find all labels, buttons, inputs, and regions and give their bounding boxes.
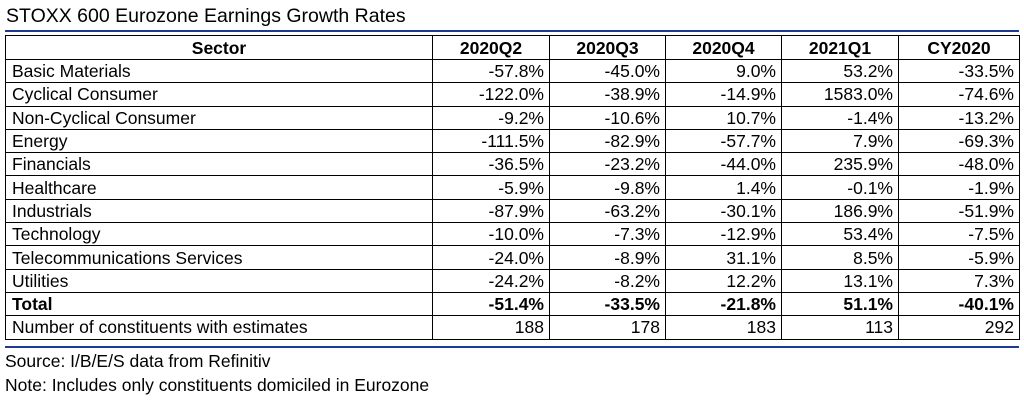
value-cell: 8.5%	[781, 245, 899, 270]
value-cell: -5.9%	[898, 245, 1020, 270]
value-cell: 292	[898, 315, 1020, 340]
value-cell: 235.9%	[781, 152, 899, 177]
table-row: Basic Materials -57.8% -45.0% 9.0% 53.2% -33.…	[5, 58, 1020, 84]
value-cell: -13.2%	[898, 105, 1020, 130]
value-cell: -24.0%	[432, 245, 550, 270]
table-row: Energy -111.5% -82.9% -57.7% 7.9% -69.3%	[5, 128, 1020, 154]
column-header-2021q1: 2021Q1	[781, 35, 899, 60]
table-title: STOXX 600 Eurozone Earnings Growth Rates	[6, 5, 406, 27]
sector-cell: Energy	[5, 128, 433, 154]
column-header-2020q4: 2020Q4	[665, 35, 782, 60]
sector-cell: Non-Cyclical Consumer	[5, 105, 433, 130]
value-cell: 7.3%	[898, 268, 1020, 293]
sector-cell: Telecommunications Services	[5, 245, 433, 270]
value-cell: -36.5%	[432, 152, 550, 177]
value-cell: -111.5%	[432, 128, 550, 154]
value-cell: -30.1%	[665, 198, 782, 224]
sector-cell: Utilities	[5, 268, 433, 293]
table-row: Telecommunications Services -24.0% -8.9% 31…	[5, 245, 1020, 270]
value-cell: -57.7%	[665, 128, 782, 154]
value-cell: -24.2%	[432, 268, 550, 293]
value-cell: 10.7%	[665, 105, 782, 130]
value-cell: 178	[549, 315, 666, 340]
value-cell: -40.1%	[898, 291, 1020, 317]
value-cell: 113	[781, 315, 899, 340]
value-cell: 12.2%	[665, 268, 782, 293]
value-cell: -21.8%	[665, 291, 782, 317]
table-row: Healthcare -5.9% -9.8% 1.4% -0.1% -1.9%	[5, 175, 1020, 200]
value-cell: -44.0%	[665, 152, 782, 177]
value-cell: 188	[432, 315, 550, 340]
value-cell: -57.8%	[432, 58, 550, 84]
column-header-2020q3: 2020Q3	[549, 35, 666, 60]
sector-cell: Number of constituents with estimates	[5, 315, 433, 340]
table-row: Cyclical Consumer -122.0% -38.9% -14.9% 1583…	[5, 82, 1020, 107]
sector-cell: Industrials	[5, 198, 433, 224]
column-header-2020q2: 2020Q2	[432, 35, 550, 60]
value-cell: -1.4%	[781, 105, 899, 130]
table-row: Utilities -24.2% -8.2% 12.2% 13.1% 7.3%	[5, 268, 1020, 293]
column-header-sector: Sector	[5, 35, 433, 60]
top-rule	[5, 30, 1019, 32]
value-cell: -7.5%	[898, 222, 1020, 247]
value-cell: -51.9%	[898, 198, 1020, 224]
value-cell: -45.0%	[549, 58, 666, 84]
value-cell: -8.9%	[549, 245, 666, 270]
value-cell: -7.3%	[549, 222, 666, 247]
value-cell: -0.1%	[781, 175, 899, 200]
sector-cell: Healthcare	[5, 175, 433, 200]
value-cell: -10.6%	[549, 105, 666, 130]
header-row: Sector 2020Q2 2020Q3 2020Q4 2021Q1 CY202…	[5, 35, 1020, 60]
value-cell: 53.2%	[781, 58, 899, 84]
source-note: Source: I/B/E/S data from Refinitiv	[5, 351, 271, 371]
value-cell: -5.9%	[432, 175, 550, 200]
constituents-row: Number of constituents with estimates 188…	[5, 315, 1020, 340]
value-cell: -74.6%	[898, 82, 1020, 107]
sector-cell: Total	[5, 291, 433, 317]
table-row: Industrials -87.9% -63.2% -30.1% 186.9% -51.9…	[5, 198, 1020, 224]
value-cell: 31.1%	[665, 245, 782, 270]
value-cell: -38.9%	[549, 82, 666, 107]
value-cell: -87.9%	[432, 198, 550, 224]
value-cell: -10.0%	[432, 222, 550, 247]
table-row: Technology -10.0% -7.3% -12.9% 53.4% -7.5%	[5, 222, 1020, 247]
earnings-table: Sector 2020Q2 2020Q3 2020Q4 2021Q1 CY202…	[5, 35, 1020, 340]
total-row: Total -51.4% -33.5% -21.8% 51.1% -40.1%	[5, 291, 1020, 317]
sector-cell: Financials	[5, 152, 433, 177]
value-cell: 186.9%	[781, 198, 899, 224]
sector-cell: Basic Materials	[5, 58, 433, 84]
value-cell: -23.2%	[549, 152, 666, 177]
value-cell: -9.8%	[549, 175, 666, 200]
bottom-rule	[5, 346, 1019, 348]
table-row: Non-Cyclical Consumer -9.2% -10.6% 10.7% -1.…	[5, 105, 1020, 130]
value-cell: -8.2%	[549, 268, 666, 293]
value-cell: 13.1%	[781, 268, 899, 293]
value-cell: 7.9%	[781, 128, 899, 154]
column-header-cy2020: CY2020	[898, 35, 1020, 60]
value-cell: -9.2%	[432, 105, 550, 130]
footnote: Note: Includes only constituents domicil…	[5, 375, 430, 395]
value-cell: -69.3%	[898, 128, 1020, 154]
value-cell: -33.5%	[898, 58, 1020, 84]
value-cell: 1583.0%	[781, 82, 899, 107]
sector-cell: Cyclical Consumer	[5, 82, 433, 107]
value-cell: 1.4%	[665, 175, 782, 200]
table-row: Financials -36.5% -23.2% -44.0% 235.9% -48.0%	[5, 152, 1020, 177]
value-cell: -48.0%	[898, 152, 1020, 177]
value-cell: -1.9%	[898, 175, 1020, 200]
value-cell: -14.9%	[665, 82, 782, 107]
value-cell: -122.0%	[432, 82, 550, 107]
value-cell: -33.5%	[549, 291, 666, 317]
value-cell: 183	[665, 315, 782, 340]
value-cell: 51.1%	[781, 291, 899, 317]
value-cell: 9.0%	[665, 58, 782, 84]
value-cell: -51.4%	[432, 291, 550, 317]
value-cell: -12.9%	[665, 222, 782, 247]
value-cell: -63.2%	[549, 198, 666, 224]
sector-cell: Technology	[5, 222, 433, 247]
value-cell: -82.9%	[549, 128, 666, 154]
value-cell: 53.4%	[781, 222, 899, 247]
